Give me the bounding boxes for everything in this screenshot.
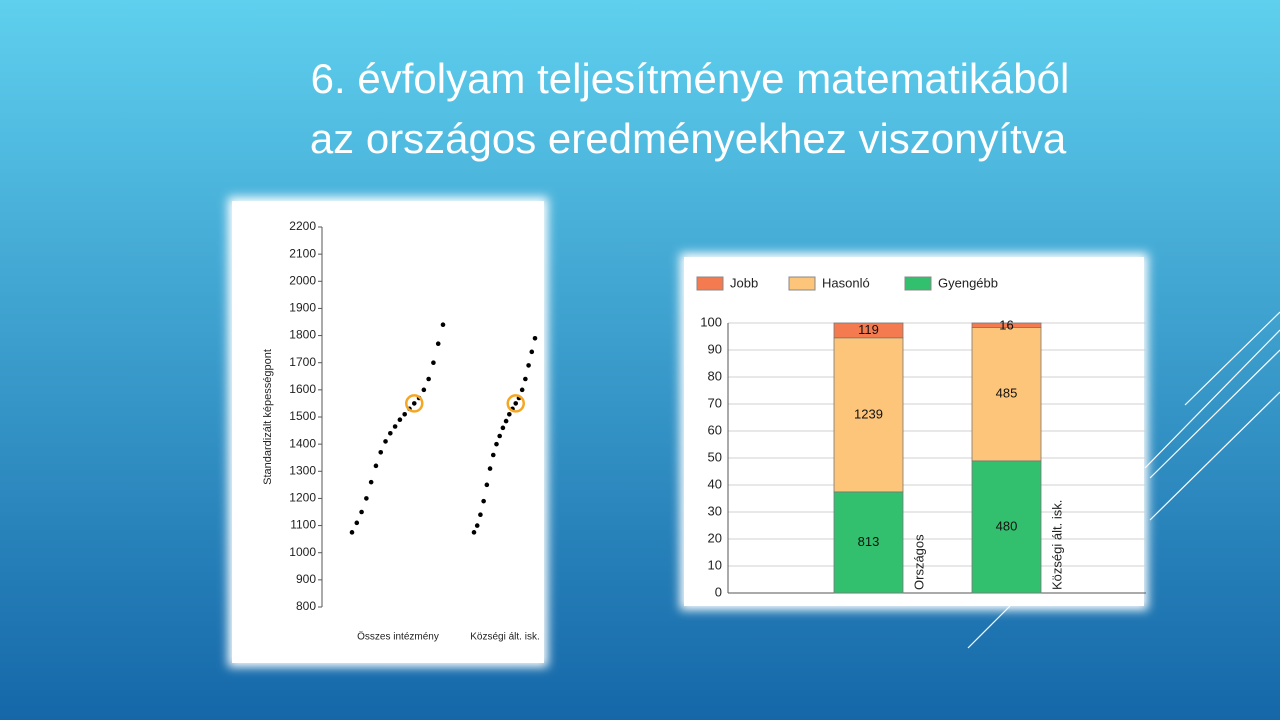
score-dot xyxy=(378,449,384,455)
y-tick-label: 40 xyxy=(708,476,722,491)
legend-label: Gyengébb xyxy=(938,275,998,290)
decor-lines xyxy=(967,311,1280,649)
data-label: 16 xyxy=(999,317,1013,332)
score-dot xyxy=(513,401,519,406)
y-tick-label: 1200 xyxy=(289,491,316,505)
y-tick-label: 30 xyxy=(708,503,722,518)
legend-swatch xyxy=(696,276,724,291)
y-tick-label: 1700 xyxy=(289,355,316,369)
score-dot xyxy=(478,512,483,518)
y-tick-label: 0 xyxy=(715,584,722,599)
y-tick-label: 1900 xyxy=(289,301,316,315)
score-dot xyxy=(507,411,512,417)
score-dot xyxy=(523,376,528,382)
score-dot xyxy=(526,363,531,368)
chart-strip: 800 900 1000 1100 1200 1300 1400 1500 1600 1700 18… xyxy=(262,219,540,642)
score-dot xyxy=(364,496,369,501)
score-dot xyxy=(421,387,427,393)
y-tick-label: 60 xyxy=(708,422,722,437)
bar-segment xyxy=(833,322,904,339)
y-tick-label: 2200 xyxy=(289,219,316,233)
x-tick-label: Községi ált. isk. xyxy=(470,632,539,643)
data-label: 480 xyxy=(996,518,1018,533)
score-dot xyxy=(359,509,364,515)
y-tick-label: 900 xyxy=(296,572,316,586)
chart-bar: 0 10 20 30 40 50 60 70 80 90 100 Jobb Hasonló Gyengéb… xyxy=(696,275,1146,599)
data-label: 119 xyxy=(858,322,879,337)
x-tick-label: Összes intézmény xyxy=(357,631,439,643)
score-dot xyxy=(435,341,441,347)
bar-segment xyxy=(833,337,904,493)
y-tick-label: 50 xyxy=(708,449,722,464)
score-dot xyxy=(490,452,496,458)
score-dot xyxy=(392,424,398,429)
y-axis-label: Standardizált képességpont xyxy=(262,349,274,485)
score-dot xyxy=(411,401,417,406)
score-dot xyxy=(481,498,486,504)
score-dot xyxy=(383,439,388,444)
score-dot xyxy=(440,322,446,328)
score-dot xyxy=(474,523,480,528)
score-dot xyxy=(500,425,506,431)
y-tick-label: 800 xyxy=(296,599,316,613)
x-tick-label: Országos xyxy=(911,534,926,590)
slide-title: 6. évfolyam teljesítménye matematikából xyxy=(311,55,1070,102)
highlight-marker xyxy=(506,394,525,413)
score-dot xyxy=(484,482,490,488)
bar-segment xyxy=(971,327,1042,462)
y-tick-label: 1500 xyxy=(289,409,316,423)
score-dot xyxy=(354,520,360,526)
score-dot xyxy=(497,433,502,439)
legend-label: Jobb xyxy=(730,275,758,290)
score-dot xyxy=(368,479,374,485)
score-dot xyxy=(529,349,535,355)
score-dot xyxy=(494,441,499,447)
y-tick-label: 1600 xyxy=(289,382,316,396)
score-dot xyxy=(402,411,407,417)
x-tick-label: Községi ált. isk. xyxy=(1049,500,1064,590)
y-tick-label: 1100 xyxy=(290,518,316,532)
bar-segment xyxy=(971,322,1042,328)
score-dot xyxy=(487,466,493,471)
y-tick-label: 70 xyxy=(708,395,722,410)
y-tick-label: 90 xyxy=(708,341,722,356)
y-tick-label: 1300 xyxy=(289,463,316,477)
panel xyxy=(232,201,544,663)
score-dot xyxy=(349,530,355,535)
score-dot xyxy=(519,387,525,393)
y-tick-label: 100 xyxy=(700,314,722,329)
score-dot xyxy=(503,418,509,424)
score-dot xyxy=(431,360,436,366)
y-tick-label: 2100 xyxy=(289,246,316,260)
y-tick-label: 10 xyxy=(708,557,722,572)
bar-segment xyxy=(833,491,904,594)
score-dot xyxy=(426,376,431,382)
score-dot xyxy=(373,463,379,469)
data-label: 485 xyxy=(996,386,1018,401)
y-tick-label: 1000 xyxy=(289,545,316,559)
legend-swatch xyxy=(788,276,816,291)
data-label: 813 xyxy=(858,534,880,549)
legend-label: Hasonló xyxy=(822,275,870,290)
y-tick-label: 1400 xyxy=(289,436,316,450)
data-label: 1239 xyxy=(854,406,883,421)
y-tick-label: 80 xyxy=(708,368,722,383)
y-tick-label: 2000 xyxy=(289,273,316,287)
legend-swatch xyxy=(904,276,932,291)
slide-title: az országos eredményekhez viszonyítva xyxy=(310,115,1067,162)
score-dot xyxy=(471,530,477,535)
y-tick-label: 20 xyxy=(708,530,722,545)
score-dot xyxy=(388,430,393,436)
highlight-marker xyxy=(405,394,424,413)
score-dot xyxy=(532,335,538,341)
bar-segment xyxy=(971,460,1042,594)
y-tick-label: 1800 xyxy=(289,328,316,342)
score-dot xyxy=(397,417,403,423)
